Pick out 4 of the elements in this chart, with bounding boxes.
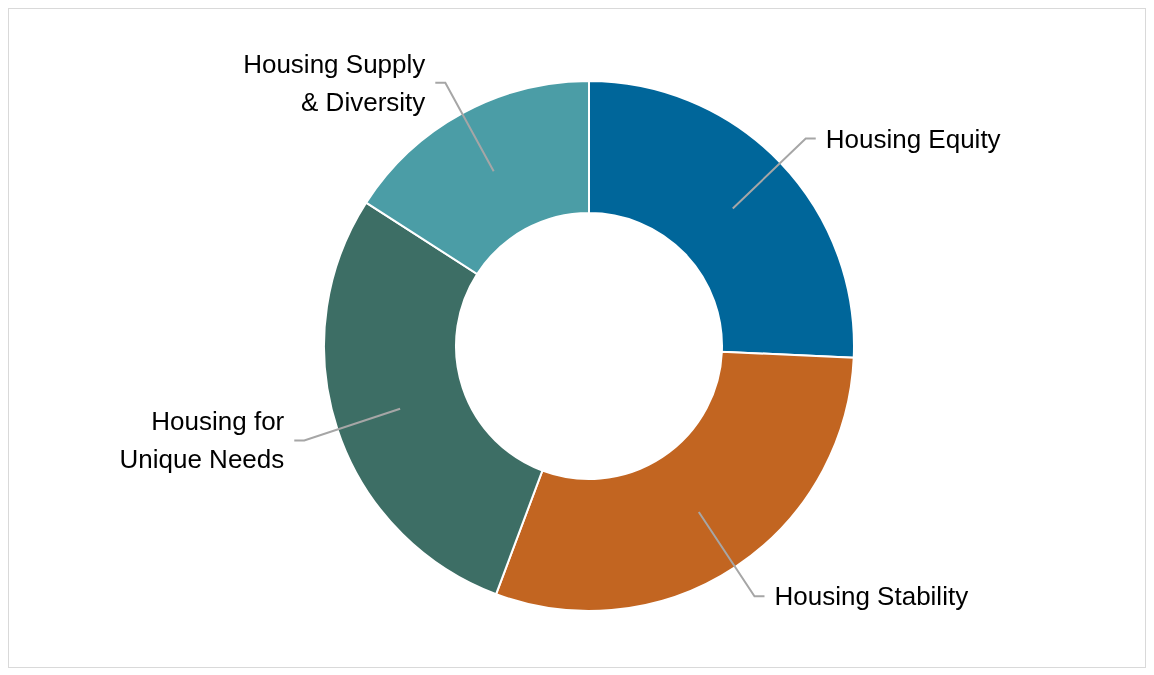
slice-label: Housing Supply & Diversity bbox=[243, 48, 426, 117]
slice-label: Housing Stability bbox=[774, 581, 969, 612]
slice-label: Housing for Unique Needs bbox=[119, 406, 285, 475]
slice-label: Housing Equity bbox=[825, 123, 1001, 154]
